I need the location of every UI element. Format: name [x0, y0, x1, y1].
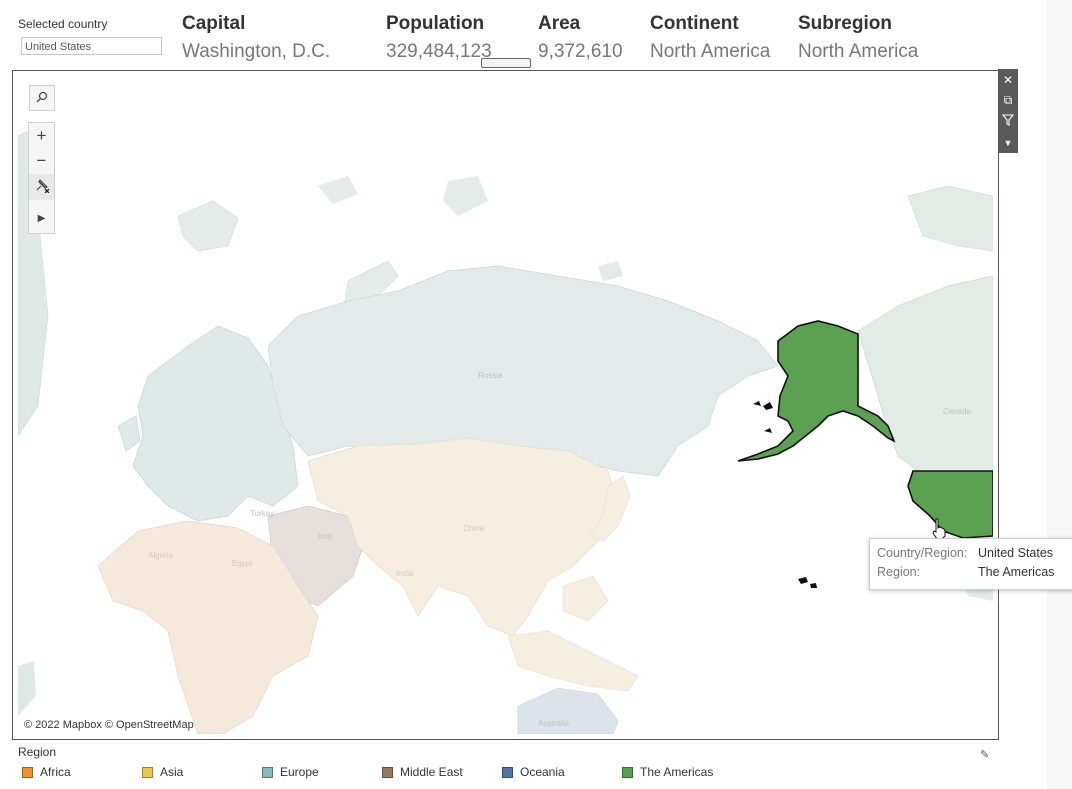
tooltip-region-key: Region: — [877, 565, 921, 579]
map-search-button[interactable] — [29, 85, 55, 111]
map-expand-button[interactable]: ▶ — [29, 205, 54, 231]
legend-swatch — [142, 766, 153, 778]
map-hawaii-highlight — [798, 577, 808, 584]
popout-button[interactable]: ⧉ — [998, 90, 1018, 111]
legend-swatch — [502, 766, 513, 778]
map-label-canada: Canada — [943, 407, 972, 416]
map-arctic-islands — [177, 200, 239, 252]
map-copyright: © 2022 Mapbox © OpenStreetMap — [24, 719, 194, 731]
map-label-egypt: Egypt — [232, 559, 253, 568]
hand-cursor-icon — [930, 518, 948, 545]
selected-country-input[interactable]: United States — [21, 37, 162, 55]
world-map[interactable]: Russia China India Iran Turkey Algeria E… — [18, 76, 993, 734]
map-zoom-controls: + − ▶ — [28, 122, 55, 234]
edit-legend-icon[interactable]: ✎ — [980, 749, 990, 761]
legend-label: Europe — [280, 765, 319, 779]
map-label-iran: Iran — [318, 532, 332, 541]
map-asia — [307, 437, 619, 637]
map-label-turkey: Turkey — [250, 509, 274, 518]
map-label-china: China — [463, 524, 484, 533]
subregion-header: Subregion — [798, 13, 892, 34]
population-value: 329,484,123 — [386, 41, 492, 62]
legend-item-asia[interactable]: Asia — [142, 765, 183, 779]
map-label-india: India — [396, 569, 414, 578]
legend-item-europe[interactable]: Europe — [262, 765, 319, 779]
legend-swatch — [262, 766, 273, 778]
legend-title: Region — [18, 745, 57, 759]
legend-item-middle-east[interactable]: Middle East — [382, 765, 463, 779]
map-russia — [267, 265, 779, 477]
filter-button[interactable] — [998, 111, 1018, 132]
subregion-value: North America — [798, 41, 919, 62]
map-label-australia: Australia — [538, 719, 570, 728]
continent-header: Continent — [650, 13, 739, 34]
map-alaska-highlight — [737, 320, 896, 462]
tooltip-country-key: Country/Region: — [877, 546, 968, 560]
map-europe — [132, 325, 299, 522]
map-contiguous-us-highlight — [907, 470, 993, 539]
search-icon — [36, 90, 48, 107]
more-options-icon: ▼ — [1003, 137, 1013, 148]
resize-handle[interactable] — [481, 58, 531, 68]
legend-label: Oceania — [520, 765, 565, 779]
expand-arrow-icon: ▶ — [37, 212, 46, 224]
map-japan — [589, 475, 631, 542]
selected-country-label: Selected country — [18, 17, 108, 31]
continent-value: North America — [650, 41, 771, 62]
filter-icon — [1001, 114, 1015, 129]
tooltip-region-value: The Americas — [978, 565, 1055, 579]
legend-swatch — [382, 766, 393, 778]
map-label-russia: Russia — [478, 371, 503, 380]
reset-pin-icon — [34, 177, 50, 198]
right-scroll-rail — [1047, 0, 1072, 789]
zoom-in-button[interactable]: + — [29, 123, 54, 149]
map-africa — [97, 520, 319, 734]
capital-header: Capital — [182, 13, 246, 34]
zoom-out-button[interactable]: − — [29, 148, 54, 174]
zoom-in-icon: + — [36, 126, 47, 145]
sheet-tools: ✕ ⧉ ▼ — [998, 69, 1018, 153]
map-label-algeria: Algeria — [148, 551, 173, 560]
area-value: 9,372,610 — [538, 41, 623, 62]
capital-value: Washington, D.C. — [182, 41, 331, 62]
zoom-out-icon: − — [36, 151, 47, 170]
map-canvas[interactable]: Russia China India Iran Turkey Algeria E… — [18, 76, 993, 734]
map-landmass-southwest — [18, 661, 36, 716]
population-header: Population — [386, 13, 485, 34]
area-header: Area — [538, 13, 581, 34]
legend-label: The Americas — [640, 765, 714, 779]
legend-item-africa[interactable]: Africa — [22, 765, 71, 779]
close-button[interactable]: ✕ — [998, 69, 1018, 90]
legend-item-oceania[interactable]: Oceania — [502, 765, 565, 779]
legend-swatch — [22, 766, 33, 778]
legend-item-the-americas[interactable]: The Americas — [622, 765, 713, 779]
legend-swatch — [622, 766, 633, 778]
map-canada — [857, 275, 993, 472]
close-icon: ✕ — [1002, 72, 1014, 87]
reset-pin-button[interactable] — [29, 174, 54, 200]
legend-label: Africa — [40, 765, 71, 779]
legend-label: Middle East — [400, 765, 463, 779]
more-options-button[interactable]: ▼ — [998, 132, 1018, 153]
tooltip-country-value: United States — [978, 546, 1054, 560]
map-tooltip: Country/Region: United States Region: Th… — [869, 538, 1072, 590]
legend-label: Asia — [160, 765, 184, 779]
map-australia — [517, 687, 619, 734]
popout-icon: ⧉ — [1003, 93, 1013, 107]
